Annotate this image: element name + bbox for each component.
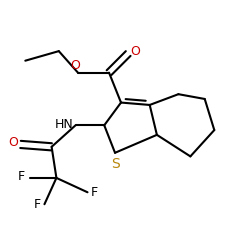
Text: O: O	[71, 59, 81, 72]
Text: F: F	[18, 170, 25, 183]
Text: F: F	[34, 198, 41, 211]
Text: HN: HN	[54, 118, 73, 131]
Text: O: O	[8, 135, 18, 148]
Text: S: S	[111, 157, 119, 171]
Text: F: F	[91, 186, 98, 199]
Text: O: O	[130, 45, 140, 58]
